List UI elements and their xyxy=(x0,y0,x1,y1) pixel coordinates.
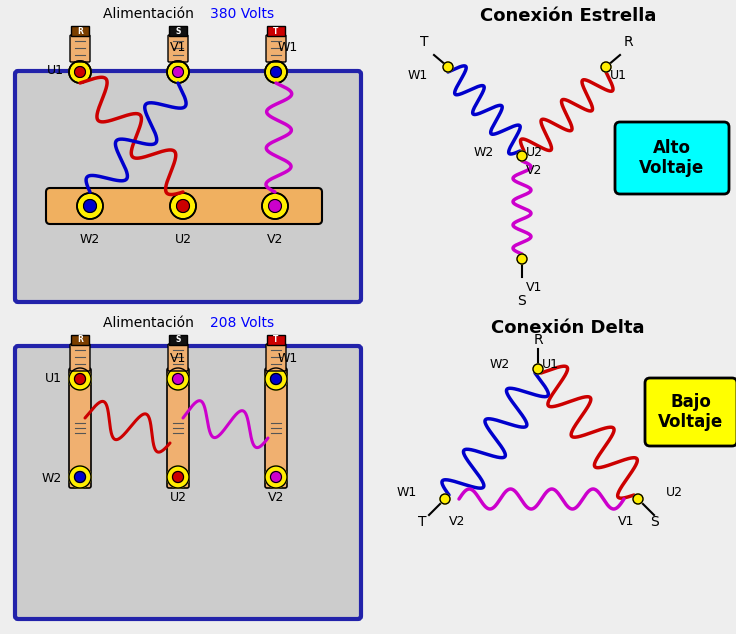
Circle shape xyxy=(177,200,189,212)
FancyBboxPatch shape xyxy=(267,26,285,36)
Text: U1: U1 xyxy=(610,69,627,82)
Text: U1: U1 xyxy=(542,358,559,372)
Circle shape xyxy=(443,62,453,72)
FancyBboxPatch shape xyxy=(71,26,89,36)
Circle shape xyxy=(83,200,96,212)
Circle shape xyxy=(172,67,183,77)
Text: U2: U2 xyxy=(666,486,683,500)
FancyBboxPatch shape xyxy=(168,35,188,62)
FancyBboxPatch shape xyxy=(69,368,91,488)
Circle shape xyxy=(167,368,189,390)
FancyBboxPatch shape xyxy=(615,122,729,194)
Text: R: R xyxy=(533,333,543,347)
Circle shape xyxy=(167,61,189,83)
Text: V1: V1 xyxy=(170,352,186,365)
Circle shape xyxy=(265,466,287,488)
Circle shape xyxy=(74,373,85,384)
FancyBboxPatch shape xyxy=(71,335,89,345)
Text: T: T xyxy=(419,515,427,529)
Text: W1: W1 xyxy=(278,41,298,54)
Text: U2: U2 xyxy=(169,491,186,504)
FancyBboxPatch shape xyxy=(266,35,286,62)
Text: W2: W2 xyxy=(80,233,100,246)
Text: W2: W2 xyxy=(474,145,494,158)
FancyBboxPatch shape xyxy=(169,26,187,36)
Text: U2: U2 xyxy=(174,233,191,246)
Circle shape xyxy=(271,373,281,384)
Circle shape xyxy=(69,368,91,390)
FancyBboxPatch shape xyxy=(167,368,189,488)
Text: U1: U1 xyxy=(47,65,64,77)
Text: S: S xyxy=(175,27,180,36)
Text: Alimentación: Alimentación xyxy=(103,7,207,21)
Text: Alto
Voltaje: Alto Voltaje xyxy=(640,139,704,178)
Circle shape xyxy=(271,67,281,77)
Circle shape xyxy=(271,472,281,482)
Text: T: T xyxy=(420,35,428,49)
FancyBboxPatch shape xyxy=(15,346,361,619)
Text: Conexión Estrella: Conexión Estrella xyxy=(480,7,657,25)
Text: W2: W2 xyxy=(42,472,62,484)
FancyBboxPatch shape xyxy=(169,335,187,345)
Circle shape xyxy=(601,62,611,72)
Text: R: R xyxy=(77,27,83,36)
Circle shape xyxy=(262,193,288,219)
Text: V2: V2 xyxy=(526,164,542,177)
Circle shape xyxy=(69,466,91,488)
Text: R: R xyxy=(77,335,83,344)
Circle shape xyxy=(269,200,281,212)
Text: V1: V1 xyxy=(618,515,634,528)
Circle shape xyxy=(69,61,91,83)
Circle shape xyxy=(167,466,189,488)
Text: W1: W1 xyxy=(278,352,298,365)
FancyBboxPatch shape xyxy=(70,35,90,62)
Text: V2: V2 xyxy=(267,233,283,246)
Circle shape xyxy=(77,193,103,219)
Text: S: S xyxy=(517,294,526,308)
Text: S: S xyxy=(175,335,180,344)
Text: V2: V2 xyxy=(449,515,465,528)
Circle shape xyxy=(517,254,527,264)
Circle shape xyxy=(265,368,287,390)
FancyBboxPatch shape xyxy=(266,344,286,371)
Circle shape xyxy=(633,494,643,504)
FancyBboxPatch shape xyxy=(168,344,188,371)
Text: Alimentación: Alimentación xyxy=(103,316,207,330)
FancyBboxPatch shape xyxy=(645,378,736,446)
Text: 380 Volts: 380 Volts xyxy=(210,7,274,21)
Text: T: T xyxy=(273,335,279,344)
Text: V2: V2 xyxy=(268,491,284,504)
Text: 208 Volts: 208 Volts xyxy=(210,316,274,330)
Text: V1: V1 xyxy=(170,41,186,54)
Text: U2: U2 xyxy=(526,145,543,158)
FancyBboxPatch shape xyxy=(46,188,322,224)
Circle shape xyxy=(265,61,287,83)
Text: S: S xyxy=(650,515,659,529)
FancyBboxPatch shape xyxy=(70,344,90,371)
Circle shape xyxy=(440,494,450,504)
Text: Conexión Delta: Conexión Delta xyxy=(491,319,645,337)
FancyBboxPatch shape xyxy=(15,71,361,302)
Circle shape xyxy=(172,472,183,482)
Text: R: R xyxy=(624,35,634,49)
Circle shape xyxy=(172,373,183,384)
Circle shape xyxy=(533,364,543,374)
Text: T: T xyxy=(273,27,279,36)
Text: U1: U1 xyxy=(45,372,62,384)
Circle shape xyxy=(517,151,527,161)
Circle shape xyxy=(74,67,85,77)
Text: W1: W1 xyxy=(397,486,417,500)
Circle shape xyxy=(170,193,196,219)
Text: Bajo
Voltaje: Bajo Voltaje xyxy=(659,392,723,431)
FancyBboxPatch shape xyxy=(267,335,285,345)
Text: W1: W1 xyxy=(408,69,428,82)
Text: V1: V1 xyxy=(526,281,542,294)
FancyBboxPatch shape xyxy=(265,368,287,488)
Circle shape xyxy=(74,472,85,482)
Text: W2: W2 xyxy=(489,358,510,372)
